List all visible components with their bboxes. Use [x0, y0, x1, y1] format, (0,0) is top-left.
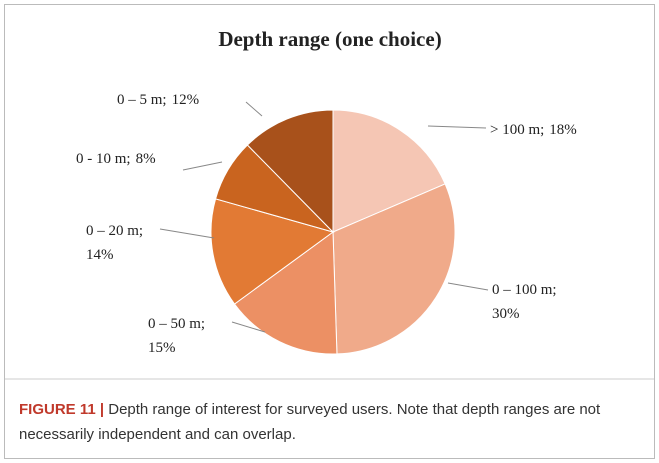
- value-label: 18%: [549, 122, 577, 138]
- slice-label: 0 – 50 m;: [148, 316, 205, 332]
- pie-slice: [332, 109, 446, 233]
- leader-line: [231, 321, 266, 333]
- leader-line: [245, 101, 263, 117]
- value-label: 30%: [492, 306, 520, 322]
- caption: FIGURE 11 | Depth range of interest for …: [19, 397, 639, 447]
- value-label: 12%: [172, 92, 200, 108]
- value-label: 14%: [86, 247, 114, 263]
- slice-label: 0 - 10 m;: [76, 151, 131, 167]
- slice-label: 0 – 100 m;: [492, 282, 557, 298]
- pie-slice: [332, 183, 456, 355]
- chart-title: Depth range (one choice): [218, 27, 441, 51]
- leader-line: [447, 282, 489, 291]
- frame: [4, 4, 655, 459]
- slice-label-group: > 100 m; 18%: [490, 122, 577, 138]
- pie-slice: [246, 109, 334, 234]
- slice-label: 0 – 20 m;: [86, 223, 143, 239]
- value-label: 8%: [136, 151, 156, 167]
- slice-label: 0 – 5 m;: [117, 92, 167, 108]
- slice-label-group: 0 - 10 m; 8%: [76, 151, 156, 167]
- leader-line: [159, 228, 215, 239]
- pie-slice: [210, 198, 335, 305]
- leader-line: [427, 125, 487, 129]
- value-label: 15%: [148, 340, 176, 356]
- pie-slice: [233, 231, 338, 355]
- slice-label-group: 0 – 5 m; 12%: [117, 92, 199, 108]
- leader-line: [182, 161, 223, 171]
- caption-text: Depth range of interest for surveyed use…: [19, 401, 601, 443]
- caption-label: FIGURE 11 |: [19, 401, 105, 418]
- slice-label: > 100 m;: [490, 122, 544, 138]
